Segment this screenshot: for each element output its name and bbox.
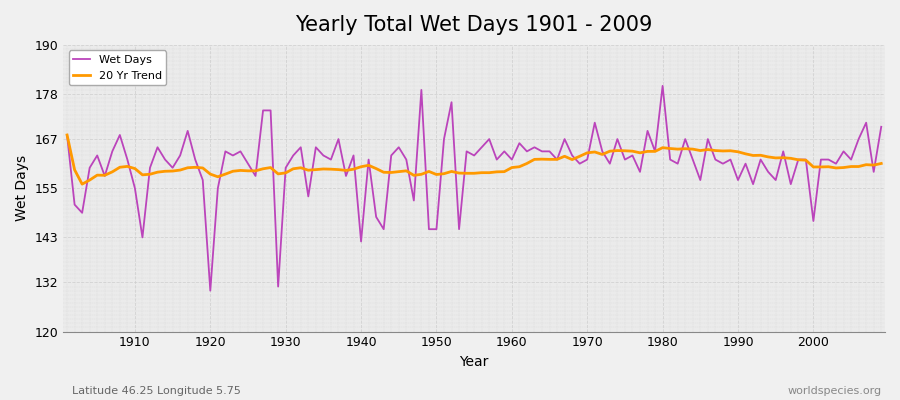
Wet Days <box>876 124 886 129</box>
20 Yr Trend <box>507 165 517 170</box>
20 Yr Trend <box>295 165 306 170</box>
Text: Latitude 46.25 Longitude 5.75: Latitude 46.25 Longitude 5.75 <box>72 386 241 396</box>
Wet Days <box>122 157 133 162</box>
Wet Days <box>605 161 616 166</box>
Wet Days <box>514 141 525 146</box>
X-axis label: Year: Year <box>460 355 489 369</box>
20 Yr Trend <box>340 168 351 173</box>
20 Yr Trend <box>62 132 73 137</box>
20 Yr Trend <box>514 164 525 169</box>
Line: 20 Yr Trend: 20 Yr Trend <box>68 135 881 184</box>
Wet Days <box>205 288 216 293</box>
Title: Yearly Total Wet Days 1901 - 2009: Yearly Total Wet Days 1901 - 2009 <box>295 15 652 35</box>
Y-axis label: Wet Days: Wet Days <box>15 155 29 221</box>
Wet Days <box>62 132 73 137</box>
Text: worldspecies.org: worldspecies.org <box>788 386 882 396</box>
20 Yr Trend <box>605 149 616 154</box>
Legend: Wet Days, 20 Yr Trend: Wet Days, 20 Yr Trend <box>68 50 166 85</box>
20 Yr Trend <box>130 166 140 171</box>
Wet Days <box>295 145 306 150</box>
Line: Wet Days: Wet Days <box>68 86 881 291</box>
Wet Days <box>340 174 351 178</box>
Wet Days <box>507 157 517 162</box>
20 Yr Trend <box>876 161 886 166</box>
20 Yr Trend <box>76 182 87 186</box>
Wet Days <box>657 84 668 88</box>
